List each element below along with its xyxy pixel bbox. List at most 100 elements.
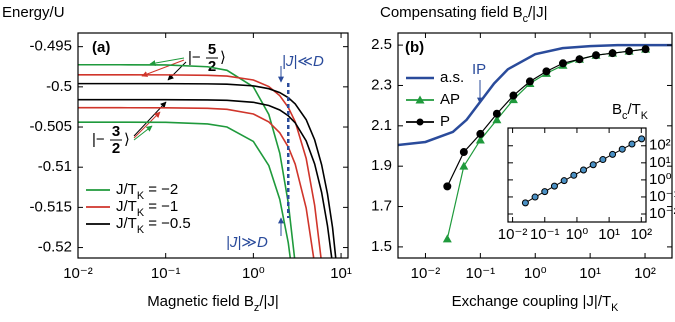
arrow bbox=[149, 57, 185, 67]
legend-label: J/TK = −0.5 bbox=[116, 215, 191, 236]
x-tick-label: 10¹ bbox=[330, 265, 352, 282]
marker bbox=[442, 234, 452, 243]
data-line bbox=[78, 121, 292, 258]
marker bbox=[599, 156, 607, 164]
ket-right: ⟩ bbox=[220, 49, 226, 66]
legend-label: J/TK = −1 bbox=[116, 198, 178, 219]
x-tick-label: 10¹ bbox=[598, 226, 620, 243]
marker bbox=[443, 182, 452, 191]
x-tick-label: 10⁻¹ bbox=[151, 265, 181, 282]
marker bbox=[580, 166, 588, 174]
y-axis-title: Bc/TK bbox=[612, 101, 649, 122]
text-part: = −2 bbox=[144, 181, 178, 198]
ket-annotation: |− 3 2 ⟩ bbox=[92, 123, 130, 157]
marker bbox=[589, 161, 597, 169]
y-tick-label: -0.52 bbox=[38, 239, 72, 256]
data-line bbox=[78, 73, 322, 258]
y-tick-label: 1.5 bbox=[371, 238, 392, 255]
panel-label: (b) bbox=[405, 39, 424, 56]
y-axis-title: Energy/U bbox=[2, 4, 65, 21]
text-part: c bbox=[622, 110, 628, 122]
legend-label: a.s. bbox=[440, 69, 464, 86]
regime-label: |J|≪D bbox=[282, 53, 324, 70]
plot-area bbox=[398, 43, 672, 243]
x-axis-title: Exchange coupling |J|/TK bbox=[452, 293, 620, 314]
marker bbox=[525, 77, 534, 86]
text-part: c bbox=[523, 13, 529, 25]
ket-num: 5 bbox=[208, 41, 216, 58]
marker bbox=[558, 59, 567, 68]
text-part: K bbox=[137, 207, 145, 219]
arrow bbox=[141, 59, 185, 77]
marker bbox=[641, 45, 650, 54]
plot-frame bbox=[77, 32, 349, 259]
marker bbox=[541, 188, 549, 196]
text-part: Energy/U bbox=[2, 4, 65, 21]
y-tick-label: 2.3 bbox=[371, 76, 392, 93]
marker bbox=[628, 140, 636, 148]
x-tick-label: 10⁻² bbox=[411, 265, 441, 282]
legend-label: AP bbox=[440, 91, 460, 108]
marker bbox=[625, 47, 634, 56]
text-part: Magnetic field B bbox=[147, 293, 254, 310]
plot-area bbox=[521, 135, 646, 207]
y-axis-title: Compensating field Bc/|J| bbox=[380, 4, 547, 25]
marker bbox=[575, 55, 584, 64]
marker bbox=[550, 182, 558, 190]
x-tick-label: 10⁻¹ bbox=[466, 265, 496, 282]
marker bbox=[492, 109, 501, 118]
y-tick-label: -0.505 bbox=[29, 118, 72, 135]
text-part: /|J| bbox=[528, 4, 547, 21]
y-tick-label: 10⁻¹ bbox=[649, 188, 675, 205]
text-part: /T bbox=[627, 101, 640, 118]
ket-right: ⟩ bbox=[124, 131, 130, 148]
text-part: a.s. bbox=[440, 69, 464, 86]
arrow bbox=[133, 125, 153, 141]
text-part: K bbox=[641, 110, 649, 122]
text-part: J/T bbox=[116, 198, 137, 215]
regime-label: |J|≫D bbox=[226, 234, 268, 251]
marker bbox=[592, 51, 601, 60]
x-tick-label: 10⁻² bbox=[63, 265, 93, 282]
marker bbox=[509, 91, 518, 100]
x-tick-label: 10⁻² bbox=[498, 226, 528, 243]
x-axis-title: Magnetic field Bz/|J| bbox=[147, 293, 279, 314]
y-tick-label: -0.495 bbox=[29, 38, 72, 55]
marker bbox=[459, 161, 469, 170]
marker bbox=[618, 145, 626, 153]
y-tick-label: 10⁻² bbox=[649, 205, 675, 222]
x-tick-label: 10² bbox=[634, 265, 656, 282]
marker bbox=[475, 135, 485, 144]
x-tick-label: 10⁰ bbox=[242, 265, 265, 282]
x-tick-label: 10¹ bbox=[579, 265, 601, 282]
data-line bbox=[78, 82, 337, 258]
y-tick-label: 2.5 bbox=[371, 36, 392, 53]
text-part: K bbox=[137, 190, 145, 202]
plot-frame bbox=[507, 127, 647, 223]
marker bbox=[570, 171, 578, 179]
x-tick-label: 10⁻¹ bbox=[530, 226, 560, 243]
text-part: K bbox=[137, 224, 145, 236]
marker bbox=[609, 150, 617, 158]
x-tick-label: 10⁰ bbox=[566, 226, 589, 243]
text-part: J/T bbox=[116, 181, 137, 198]
y-tick-label: 10² bbox=[649, 137, 671, 154]
data-line bbox=[78, 98, 333, 258]
ket-annotation: |− 5 2 ⟩ bbox=[188, 41, 226, 75]
x-tick-label: 10⁰ bbox=[524, 265, 547, 282]
y-tick-label: -0.51 bbox=[38, 158, 72, 175]
plot-area bbox=[78, 63, 337, 258]
legend-marker bbox=[415, 95, 425, 104]
legend-label: P bbox=[440, 113, 450, 130]
y-tick-label: 2.1 bbox=[371, 117, 392, 134]
y-tick-label: 1.7 bbox=[371, 198, 392, 215]
ket-num: 3 bbox=[112, 123, 120, 140]
ket-den: 2 bbox=[208, 58, 216, 75]
ip-label: IP bbox=[472, 61, 486, 78]
ket-left: |− bbox=[188, 49, 201, 66]
text-part: /|J| bbox=[259, 293, 278, 310]
y-tick-label: 1.9 bbox=[371, 157, 392, 174]
y-tick-label: 10⁰ bbox=[649, 171, 672, 188]
marker bbox=[476, 129, 485, 138]
